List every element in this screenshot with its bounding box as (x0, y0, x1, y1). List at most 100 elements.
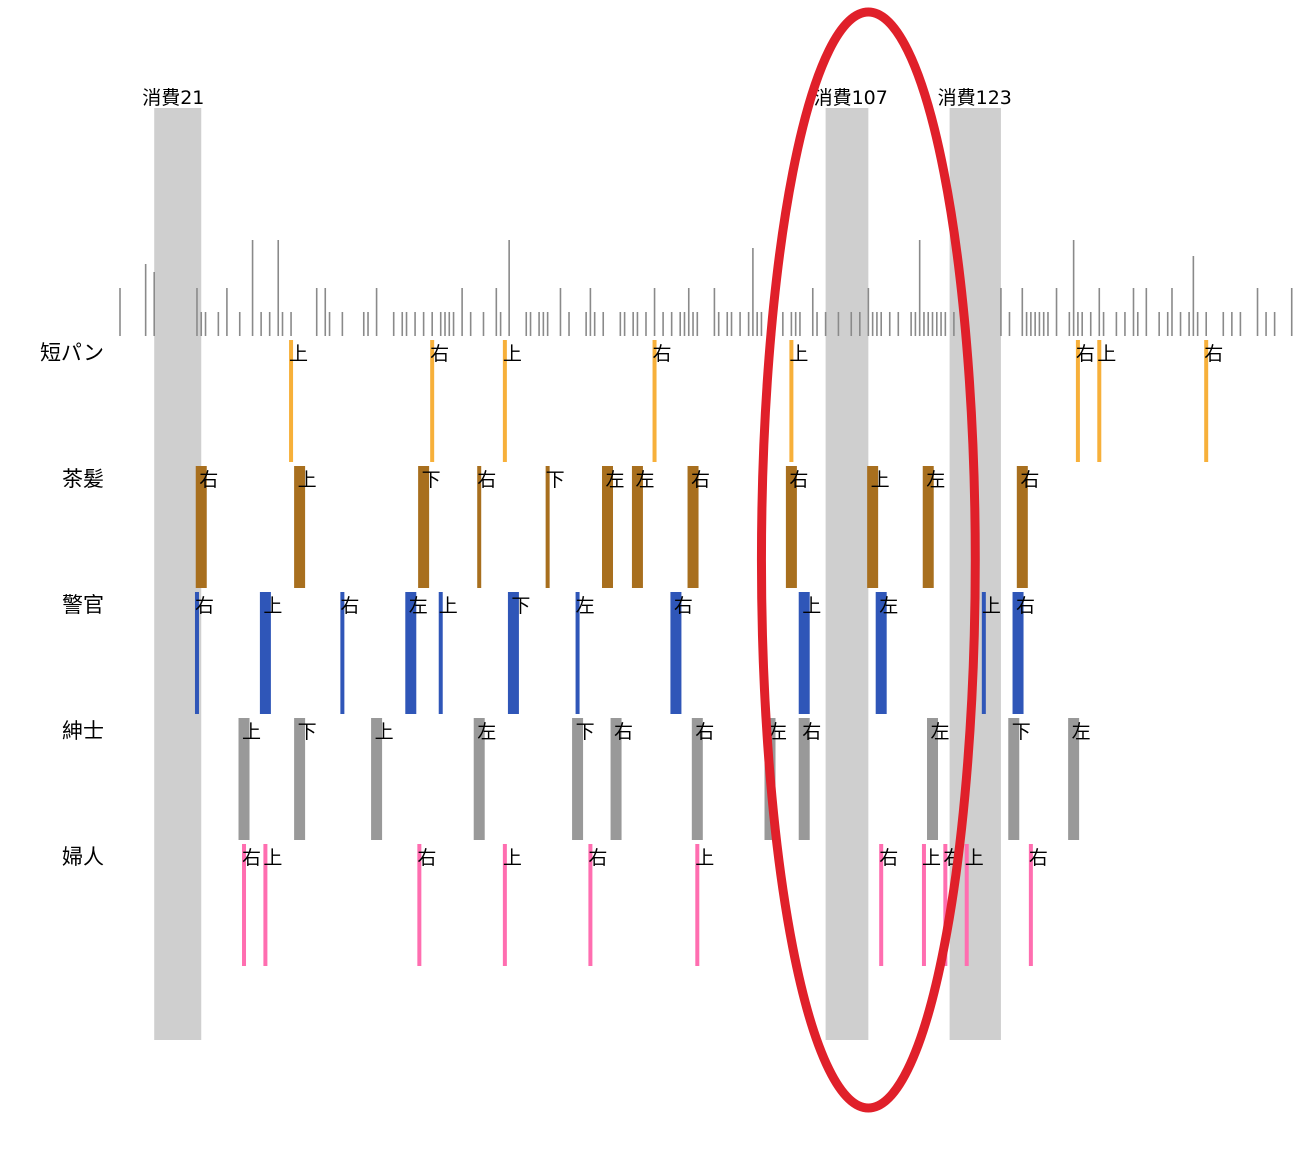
row-label-3: 紳士 (62, 719, 104, 743)
event-label: 下 (576, 721, 595, 743)
event-bar (687, 466, 699, 588)
event-label: 下 (298, 721, 317, 743)
event-bar (981, 592, 986, 714)
event-label: 右 (614, 721, 633, 743)
event-label: 下 (546, 469, 565, 491)
event-bar (572, 718, 584, 840)
event-bar (785, 466, 797, 588)
event-bar (789, 340, 794, 462)
event-label: 上 (871, 469, 890, 491)
band-1 (825, 108, 869, 1040)
event-label: 上 (695, 847, 714, 869)
event-label: 上 (242, 721, 261, 743)
highlight-ellipse (756, 7, 980, 1113)
event-label: 上 (789, 343, 808, 365)
event-bar (943, 844, 948, 966)
event-bar (691, 718, 703, 840)
event-bar (438, 592, 443, 714)
event-label: 右 (588, 847, 607, 869)
event-bar (259, 592, 271, 714)
band-label-2: 消費123 (938, 87, 1012, 109)
event-label: 左 (926, 469, 945, 491)
event-bar (294, 718, 306, 840)
row-label-0: 短パン (40, 341, 104, 365)
event-label: 上 (1097, 343, 1116, 365)
event-label: 右 (430, 343, 449, 365)
event-label: 上 (503, 847, 522, 869)
event-bar (1016, 466, 1028, 588)
event-label: 右 (802, 721, 821, 743)
event-label: 右 (1204, 343, 1223, 365)
event-bar (867, 466, 879, 588)
event-bar (405, 592, 417, 714)
event-label: 右 (417, 847, 436, 869)
event-label: 下 (422, 469, 441, 491)
event-label: 左 (768, 721, 787, 743)
event-bar (289, 340, 294, 462)
event-bar (875, 592, 887, 714)
event-label: 下 (1012, 721, 1031, 743)
event-bar (1097, 340, 1102, 462)
activity-strip (119, 240, 1293, 336)
event-label: 右 (199, 469, 218, 491)
event-label: 右 (477, 469, 496, 491)
event-bar (1075, 340, 1080, 462)
highlight-annotation (756, 7, 980, 1113)
band-0 (154, 108, 202, 1040)
event-label: 右 (789, 469, 808, 491)
event-label: 左 (1072, 721, 1091, 743)
event-bar (340, 592, 345, 714)
event-label: 右 (195, 595, 214, 617)
event-bar (610, 718, 622, 840)
event-bar (695, 844, 700, 966)
event-label: 右 (691, 469, 710, 491)
event-label: 左 (409, 595, 428, 617)
event-label: 上 (263, 847, 282, 869)
event-bar (1012, 592, 1024, 714)
event-label: 右 (1029, 847, 1048, 869)
event-bar (263, 844, 268, 966)
event-label: 上 (965, 847, 984, 869)
event-bar (670, 592, 682, 714)
event-bar (502, 844, 507, 966)
event-bar (195, 466, 207, 588)
event-bar (1068, 718, 1080, 840)
event-bar (417, 844, 422, 966)
event-label: 上 (802, 595, 821, 617)
event-bar (294, 466, 306, 588)
band-label-0: 消費21 (142, 87, 204, 109)
event-label: 右 (879, 847, 898, 869)
event-bar (477, 466, 482, 588)
event-label: 上 (263, 595, 282, 617)
event-bar (1028, 844, 1033, 966)
event-bar (798, 592, 810, 714)
event-label: 右 (695, 721, 714, 743)
event-bar (242, 844, 247, 966)
event-bar (631, 466, 643, 588)
event-bar (602, 466, 614, 588)
event-bar (418, 466, 430, 588)
event-bar (922, 466, 934, 588)
event-bar (652, 340, 657, 462)
event-bar (502, 340, 507, 462)
event-bar (473, 718, 485, 840)
event-label: 右 (340, 595, 359, 617)
event-label: 右 (1076, 343, 1095, 365)
event-bar (964, 844, 969, 966)
row-label-1: 茶髪 (62, 467, 104, 491)
event-label: 上 (503, 343, 522, 365)
event-label: 上 (298, 469, 317, 491)
event-marks: 上右上右上右上右右上下右下左左右右上左右右上右左上下左右上左上右上下上左下右右左… (194, 340, 1223, 966)
event-bar (927, 718, 939, 840)
event-bar (921, 844, 926, 966)
event-label: 左 (635, 469, 654, 491)
event-label: 下 (511, 595, 530, 617)
event-label: 左 (576, 595, 595, 617)
event-bar (194, 592, 199, 714)
event-bar (879, 844, 884, 966)
event-label: 右 (1020, 469, 1039, 491)
event-bar (430, 340, 435, 462)
event-label: 左 (931, 721, 950, 743)
